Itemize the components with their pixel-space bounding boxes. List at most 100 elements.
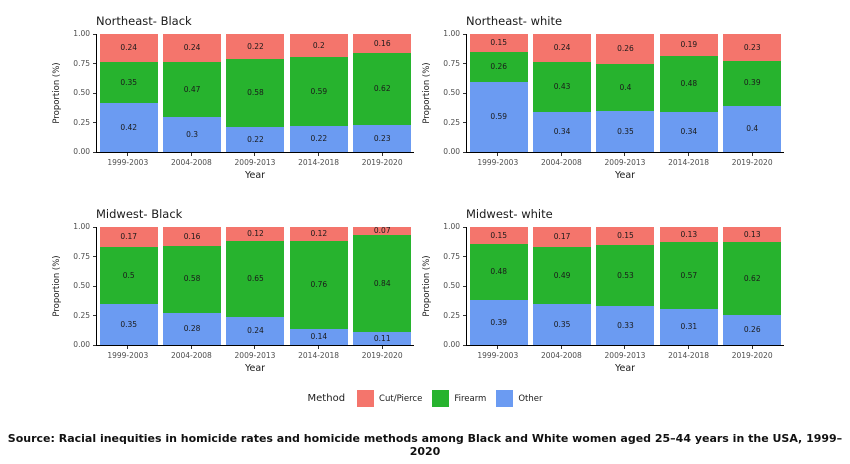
x-tick-1999-2003: 1999-2003: [469, 153, 527, 167]
bar-segment-cut-pierce: 0.24: [99, 34, 158, 63]
bar-segment-firearm: 0.4: [596, 64, 655, 112]
bar-value-label: 0.58: [247, 88, 264, 98]
plot-area: 0.17 0.5 0.35 0.16 0.58 0.28 0.12 0.65 0.24 0.12 0…: [96, 227, 414, 346]
stacked-bar-2014-2018: 0.12 0.76 0.14: [289, 227, 348, 345]
bar-value-label: 0.59: [490, 112, 508, 122]
legend-label: Other: [518, 393, 543, 404]
stacked-bar-2004-2008: 0.24 0.47 0.3: [163, 34, 222, 152]
x-tick-label: 1999-2003: [107, 158, 149, 167]
bar-value-label: 0.26: [490, 62, 508, 72]
y-tick-label: 0.50: [73, 88, 90, 97]
x-tick-2019-2020: 2019-2020: [723, 153, 781, 167]
x-tick-label: 2009-2013: [604, 158, 646, 167]
bar-segment-other: 0.34: [533, 112, 592, 152]
bar-value-label: 0.26: [743, 325, 761, 335]
y-axis-title: Proportion (%): [422, 255, 432, 317]
x-tick-2014-2018: 2014-2018: [660, 153, 718, 167]
y-tick-label: 0.75: [443, 58, 460, 68]
bar-segment-cut-pierce: 0.12: [226, 227, 285, 242]
bar-value-label: 0.34: [680, 127, 698, 137]
x-axis-title: Year: [244, 170, 266, 181]
bar-segment-cut-pierce: 0.15: [469, 227, 528, 245]
bar-segment-firearm: 0.26: [469, 51, 528, 83]
y-tick-label: 0.50: [443, 281, 460, 290]
y-tick-mark: [463, 122, 466, 123]
x-tick-label: 2014-2018: [668, 158, 710, 167]
legend-label: Cut/Pierce: [379, 393, 423, 404]
panel-grid: Northeast- Black Proportion (%) 0.00 0.25 0.…: [52, 12, 784, 374]
x-tick-label: 1999-2003: [477, 158, 519, 167]
bar-value-label: 0.16: [183, 231, 201, 241]
y-tick-mark: [93, 33, 96, 35]
x-tick-2019-2020: 2019-2020: [353, 346, 411, 360]
x-axis-title: Year: [614, 363, 636, 374]
y-axis: Proportion (%) 0.00 0.25 0.50 0.75 1.00: [422, 223, 466, 349]
bar-segment-cut-pierce: 0.07: [353, 227, 412, 236]
bar-segment-firearm: 0.48: [659, 56, 718, 113]
y-tick-mark: [93, 256, 96, 257]
y-tick-mark: [93, 63, 96, 64]
bar-value-label: 0.24: [120, 43, 138, 53]
bar-segment-other: 0.59: [469, 82, 528, 152]
y-tick-mark: [93, 122, 96, 123]
x-tick-label: 2004-2008: [540, 351, 582, 360]
stacked-bar-2004-2008: 0.17 0.49 0.35: [533, 227, 592, 345]
stacked-bar-2019-2020: 0.23 0.39 0.4: [723, 34, 782, 152]
bar-value-label: 0.2: [312, 40, 325, 50]
bar-value-label: 0.48: [490, 267, 508, 277]
y-axis: Proportion (%) 0.00 0.25 0.50 0.75 1.00: [52, 30, 96, 156]
stacked-bar-2014-2018: 0.19 0.48 0.34: [659, 34, 718, 152]
plot-area: 0.24 0.35 0.42 0.24 0.47 0.3 0.22 0.58 0.22 0.2 0.…: [96, 34, 414, 153]
x-tick-label: 2009-2013: [234, 351, 276, 360]
x-axis-title: Year: [614, 170, 636, 181]
x-tick-mark: [688, 346, 690, 349]
bar-segment-firearm: 0.58: [163, 245, 222, 313]
bar-segment-firearm: 0.58: [226, 59, 285, 127]
y-tick-label: 1.00: [73, 29, 90, 38]
x-tick-mark: [624, 346, 626, 349]
stacked-bar-1999-2003: 0.15 0.48 0.39: [469, 227, 528, 345]
stacked-bar-2009-2013: 0.22 0.58 0.22: [226, 34, 285, 152]
bar-value-label: 0.12: [247, 229, 264, 239]
x-tick-2014-2018: 2014-2018: [290, 346, 348, 360]
legend-item-firearm: Firearm: [432, 390, 486, 407]
bar-segment-other: 0.24: [226, 316, 285, 345]
x-tick-label: 2009-2013: [604, 351, 646, 360]
x-tick-mark: [254, 346, 256, 349]
x-tick-mark: [127, 346, 129, 349]
y-tick-label: 0.25: [443, 310, 460, 320]
x-tick-label: 2004-2008: [170, 158, 212, 167]
x-tick-label: 2004-2008: [540, 158, 582, 167]
stacked-bar-2019-2020: 0.16 0.62 0.23: [353, 34, 412, 152]
panel-midwest-white: Midwest- white Proportion (%) 0.00 0.25 0.50…: [422, 205, 784, 374]
bar-segment-cut-pierce: 0.17: [533, 227, 592, 247]
x-tick-mark: [497, 153, 499, 156]
x-tick-label: 2014-2018: [298, 351, 340, 360]
y-tick-mark: [93, 285, 96, 287]
bar-value-label: 0.49: [553, 270, 571, 280]
y-tick-label: 0.50: [73, 281, 90, 290]
stacked-bar-2004-2008: 0.16 0.58 0.28: [163, 227, 222, 345]
bar-segment-cut-pierce: 0.22: [226, 34, 285, 60]
y-tick-mark: [463, 33, 466, 35]
x-tick-mark: [560, 153, 562, 156]
bar-value-label: 0.22: [247, 134, 264, 144]
x-axis-title: Year: [244, 363, 266, 374]
legend-label: Firearm: [454, 393, 487, 404]
x-tick-mark: [560, 346, 562, 349]
y-tick-label: 0.25: [443, 117, 460, 127]
x-tick-label: 2009-2013: [234, 158, 276, 167]
y-axis-title: Proportion (%): [52, 62, 62, 124]
legend-item-cut-pierce: Cut/Pierce: [357, 390, 422, 407]
bar-segment-other: 0.14: [289, 328, 348, 345]
bar-segment-firearm: 0.43: [533, 62, 592, 113]
x-tick-mark: [127, 153, 129, 156]
y-tick-mark: [93, 226, 96, 228]
y-tick-mark: [93, 315, 96, 316]
bar-value-label: 0.39: [490, 317, 508, 327]
bar-value-label: 0.15: [617, 231, 634, 240]
bar-value-label: 0.58: [183, 274, 201, 284]
plot-row: Proportion (%) 0.00 0.25 0.50 0.75 1.00 0.15 0.…: [422, 30, 784, 156]
bar-value-label: 0.57: [680, 270, 698, 280]
